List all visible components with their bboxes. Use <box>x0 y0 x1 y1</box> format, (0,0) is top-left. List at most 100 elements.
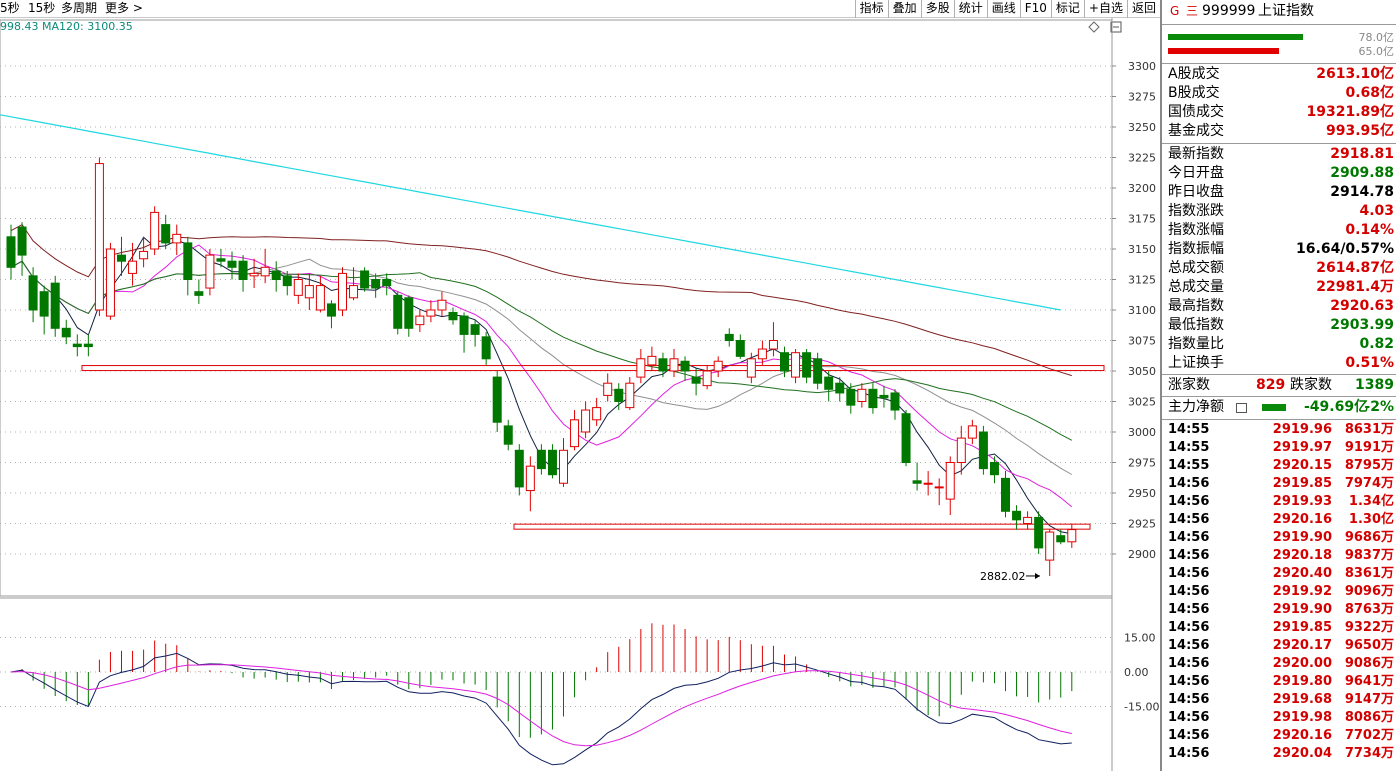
tick-time: 14:56 <box>1168 638 1210 653</box>
period-bar: 5秒 15秒 多周期 更多 > 指标 叠加 多股 统计 画线 F10 标记 +自… <box>0 0 1160 18</box>
y-tick-label: 3050 <box>1128 365 1156 378</box>
candle-body <box>636 358 646 378</box>
tick-row: 14:56 2919.85 9322万 <box>1166 619 1394 637</box>
tick-row: 14:56 2919.98 8086万 <box>1166 709 1394 727</box>
candle-body <box>271 270 281 281</box>
tick-volume: 7702万 <box>1344 728 1394 743</box>
divider <box>1162 374 1396 375</box>
y-tick-label: 3150 <box>1128 243 1156 256</box>
moving-averages <box>0 114 1073 535</box>
toolbar-stats-button[interactable]: 统计 <box>953 0 987 18</box>
candle-body <box>514 449 524 488</box>
y-tick-label: 3100 <box>1128 304 1156 317</box>
buy-volume-bar <box>1168 34 1303 40</box>
candle-body <box>1067 529 1077 543</box>
candle-body <box>680 360 690 372</box>
quote-item-value: 4.03 <box>1359 203 1394 219</box>
menu-icon[interactable]: 三 <box>1186 4 1199 18</box>
macd-tick-label: 15.00 <box>1124 632 1156 645</box>
macd-tick-label: 0.00 <box>1124 666 1149 679</box>
tick-time: 14:56 <box>1168 710 1210 725</box>
candle-body <box>757 348 767 360</box>
toolbar-mark-button[interactable]: 标记 <box>1050 0 1084 18</box>
divider <box>1162 63 1396 64</box>
toolbar-back-button[interactable]: 返回 <box>1126 0 1160 18</box>
kline-chart[interactable]: 3300 3275 3250 3225 3200 3175 3150 3125 3100 3075… <box>0 18 1160 771</box>
diamond-icon[interactable] <box>1088 21 1100 33</box>
toolbar-draw-button[interactable]: 画线 <box>986 0 1020 18</box>
tick-price: 2919.90 <box>1272 602 1332 617</box>
up-count-label: 涨家数 <box>1168 377 1210 393</box>
quote-item-row: 指数涨跌 4.03 <box>1166 202 1394 221</box>
quote-item-row: 最新指数 2918.81 <box>1166 145 1394 164</box>
toolbar-f10-button[interactable]: F10 <box>1019 0 1051 18</box>
period-5s[interactable]: 5秒 <box>0 1 20 15</box>
candle-body <box>360 270 370 289</box>
candle-body <box>890 392 900 411</box>
tick-volume: 9641万 <box>1344 674 1394 689</box>
quote-item-value: 2914.78 <box>1330 184 1394 200</box>
period-15s[interactable]: 15秒 <box>28 1 56 15</box>
quote-item-row: 今日开盘 2909.88 <box>1166 164 1394 183</box>
tick-row: 14:56 2919.90 9686万 <box>1166 529 1394 547</box>
toolbar-add-watchlist-button[interactable]: +自选 <box>1083 0 1127 18</box>
divider <box>1162 143 1396 144</box>
tick-price: 2920.17 <box>1272 638 1332 653</box>
tick-row: 14:56 2920.00 9086万 <box>1166 655 1394 673</box>
candle-body <box>216 258 226 262</box>
toolbar-overlay-button[interactable]: 叠加 <box>887 0 921 18</box>
candle-body <box>1001 477 1010 512</box>
quote-item-label: 最新指数 <box>1168 146 1224 162</box>
candles <box>6 157 1077 576</box>
candle-body <box>1023 516 1033 524</box>
quote-item-row: 指数振幅 16.64/0.57% <box>1166 240 1394 259</box>
tick-time: 14:56 <box>1168 494 1210 509</box>
candle-body <box>304 285 314 299</box>
candle-body <box>28 275 38 311</box>
candle-body <box>702 370 712 387</box>
price-plot-frame <box>0 19 1113 597</box>
tick-price: 2920.00 <box>1272 656 1332 671</box>
candle-body <box>978 431 988 470</box>
quote-item-row: 总成交量 22981.4万 <box>1166 278 1394 297</box>
toolbar-indicator-button[interactable]: 指标 <box>854 0 888 18</box>
y-tick-label: 3125 <box>1128 274 1156 287</box>
candle-body <box>1045 531 1055 561</box>
tick-time: 14:56 <box>1168 692 1210 707</box>
tick-time: 14:56 <box>1168 728 1210 743</box>
candle-body <box>50 282 60 329</box>
turnover-item-value: 19321.89亿 <box>1306 104 1394 120</box>
tick-volume: 1.34亿 <box>1348 494 1394 509</box>
candle-body <box>956 437 966 464</box>
candle-body <box>205 254 215 289</box>
candle-body <box>603 382 613 396</box>
price-axis: 3300 3275 3250 3225 3200 3175 3150 3125 3100 3075… <box>1128 60 1156 561</box>
candle-body <box>901 413 911 464</box>
candle-body <box>72 343 82 348</box>
toolbar-multi-stock-button[interactable]: 多股 <box>920 0 954 18</box>
list-icon[interactable] <box>1236 403 1247 413</box>
price-grid <box>0 18 1116 771</box>
turnover-item-label: A股成交 <box>1168 66 1220 82</box>
candle-body <box>945 462 955 500</box>
quote-item-label: 指数振幅 <box>1168 241 1224 257</box>
candle-body <box>161 224 171 244</box>
g-icon[interactable]: G <box>1170 4 1180 18</box>
candle-body <box>6 236 16 268</box>
quote-item-label: 总成交量 <box>1168 279 1224 295</box>
quote-item-row: 最低指数 2903.99 <box>1166 316 1394 335</box>
tick-time: 14:56 <box>1168 584 1210 599</box>
candle-body <box>139 250 149 260</box>
period-multi[interactable]: 多周期 <box>61 1 98 15</box>
tick-time: 14:56 <box>1168 566 1210 581</box>
macd-tick-label: -15.00 <box>1124 701 1159 714</box>
period-more[interactable]: 更多 > <box>105 1 143 15</box>
buy-volume-value: 78.0亿 <box>1358 31 1395 44</box>
tick-row: 14:56 2919.93 1.34亿 <box>1166 493 1394 511</box>
tick-volume: 8631万 <box>1344 422 1394 437</box>
quote-item-value: 2903.99 <box>1330 317 1394 333</box>
candle-body <box>426 309 436 317</box>
tick-price: 2919.68 <box>1272 692 1332 707</box>
tick-time: 14:55 <box>1168 440 1210 455</box>
tick-time: 14:56 <box>1168 674 1210 689</box>
